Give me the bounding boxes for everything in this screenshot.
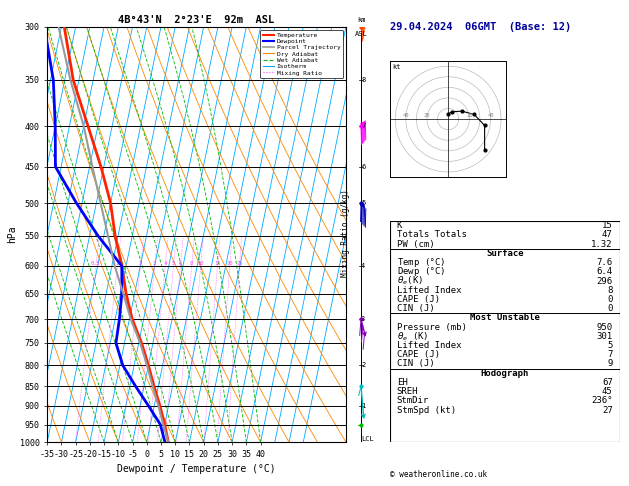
- Text: ASL: ASL: [355, 31, 367, 37]
- Text: 25: 25: [237, 261, 243, 266]
- Text: 29.04.2024  06GMT  (Base: 12): 29.04.2024 06GMT (Base: 12): [390, 22, 571, 32]
- Text: 15: 15: [602, 221, 613, 230]
- Text: 3: 3: [361, 316, 365, 322]
- Text: 5: 5: [172, 261, 175, 266]
- Text: Surface: Surface: [486, 249, 523, 258]
- Text: 9: 9: [608, 360, 613, 368]
- Text: 2: 2: [361, 362, 365, 368]
- Text: 20: 20: [226, 261, 233, 266]
- Legend: Temperature, Dewpoint, Parcel Trajectory, Dry Adiabat, Wet Adiabat, Isotherm, Mi: Temperature, Dewpoint, Parcel Trajectory…: [260, 30, 343, 78]
- Text: Hodograph: Hodograph: [481, 369, 529, 378]
- Text: Pressure (mb): Pressure (mb): [397, 323, 467, 331]
- Text: 15: 15: [214, 261, 221, 266]
- Text: 4: 4: [361, 263, 365, 269]
- Text: $\theta_e$ (K): $\theta_e$ (K): [397, 330, 428, 343]
- Text: SREH: SREH: [397, 387, 418, 396]
- Text: 2: 2: [139, 261, 142, 266]
- Text: Dewp ($\degree$C): Dewp ($\degree$C): [397, 265, 445, 278]
- Text: Most Unstable: Most Unstable: [470, 313, 540, 322]
- Text: 0: 0: [608, 295, 613, 304]
- Text: 40: 40: [403, 113, 409, 118]
- Text: 236°: 236°: [591, 396, 613, 405]
- Text: 45: 45: [602, 387, 613, 396]
- Text: CIN (J): CIN (J): [397, 304, 435, 313]
- Text: 20: 20: [424, 113, 430, 118]
- Text: 7: 7: [608, 350, 613, 359]
- Text: 5: 5: [608, 341, 613, 350]
- Text: K: K: [397, 221, 402, 230]
- Text: 10: 10: [198, 261, 204, 266]
- Text: © weatheronline.co.uk: © weatheronline.co.uk: [390, 469, 487, 479]
- Text: 6: 6: [179, 261, 182, 266]
- Text: 8: 8: [361, 77, 365, 83]
- Text: 0.5: 0.5: [91, 261, 101, 266]
- Text: $\theta_e$(K): $\theta_e$(K): [397, 275, 423, 287]
- Text: 8: 8: [608, 286, 613, 295]
- Text: 6: 6: [361, 164, 365, 170]
- Text: 301: 301: [596, 332, 613, 341]
- Text: 6.4: 6.4: [596, 267, 613, 277]
- Text: CAPE (J): CAPE (J): [397, 295, 440, 304]
- Text: StmDir: StmDir: [397, 396, 429, 405]
- Title: 4B°43'N  2°23'E  92m  ASL: 4B°43'N 2°23'E 92m ASL: [118, 15, 275, 25]
- Text: StmSpd (kt): StmSpd (kt): [397, 405, 456, 415]
- Text: 1: 1: [361, 403, 365, 409]
- Text: 20: 20: [466, 113, 472, 118]
- Text: CAPE (J): CAPE (J): [397, 350, 440, 359]
- Text: Lifted Index: Lifted Index: [397, 286, 461, 295]
- Text: kt: kt: [392, 64, 401, 70]
- Text: 0: 0: [608, 304, 613, 313]
- Text: 1: 1: [116, 261, 119, 266]
- Text: Temp ($\degree$C): Temp ($\degree$C): [397, 256, 445, 269]
- Text: Totals Totals: Totals Totals: [397, 230, 467, 240]
- Text: 67: 67: [602, 378, 613, 387]
- Text: CIN (J): CIN (J): [397, 360, 435, 368]
- Text: 27: 27: [602, 405, 613, 415]
- Text: 40: 40: [487, 113, 494, 118]
- Text: 950: 950: [596, 323, 613, 331]
- Text: 4: 4: [164, 261, 167, 266]
- Text: Lifted Index: Lifted Index: [397, 341, 461, 350]
- Text: EH: EH: [397, 378, 408, 387]
- Text: 7.6: 7.6: [596, 258, 613, 267]
- Text: 5: 5: [361, 200, 365, 206]
- X-axis label: Dewpoint / Temperature (°C): Dewpoint / Temperature (°C): [117, 465, 276, 474]
- Text: 47: 47: [602, 230, 613, 240]
- Text: 1.32: 1.32: [591, 240, 613, 249]
- Y-axis label: hPa: hPa: [7, 226, 17, 243]
- Text: 296: 296: [596, 277, 613, 285]
- Text: Mixing Ratio (g/kg): Mixing Ratio (g/kg): [340, 190, 350, 277]
- Text: km: km: [357, 17, 365, 22]
- Text: PW (cm): PW (cm): [397, 240, 435, 249]
- Text: 8: 8: [190, 261, 193, 266]
- Text: 3: 3: [153, 261, 157, 266]
- Text: 7: 7: [361, 123, 365, 129]
- Text: LCL: LCL: [361, 436, 374, 442]
